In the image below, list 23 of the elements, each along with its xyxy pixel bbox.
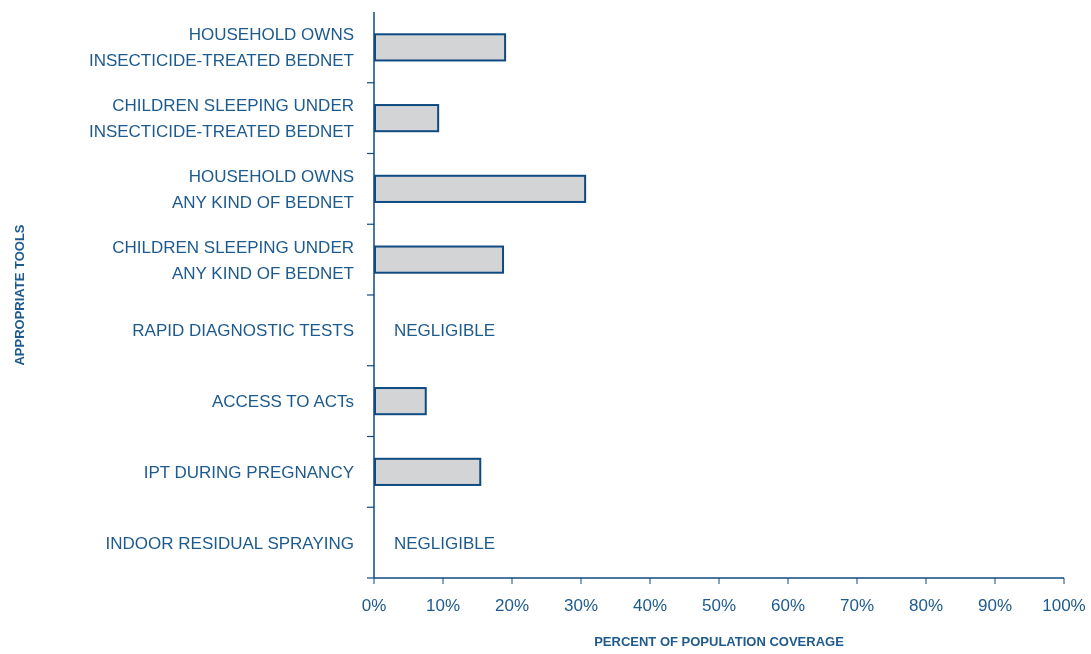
y-tick-label: HOUSEHOLD OWNS INSECTICIDE-TREATED BEDNET <box>88 25 354 71</box>
x-tick-label: 50% <box>701 596 737 615</box>
y-tick-label: IPT DURING PREGNANCY <box>143 462 354 482</box>
y-axis-title: APPROPRIATE TOOLS <box>12 224 27 366</box>
x-tick-label: 60% <box>770 596 806 615</box>
x-tick-label: 10% <box>425 596 461 615</box>
y-tick-label: CHILDREN SLEEPING UNDER INSECTICIDE-TREATED BEDNET <box>88 96 354 142</box>
x-tick-label: 20% <box>494 596 530 615</box>
x-tick-label: 40% <box>632 596 668 615</box>
y-tick-label: ACCESS TO ACTs <box>211 392 354 412</box>
x-tick-label: 80% <box>908 596 944 615</box>
x-axis-title: PERCENT OF POPULATION COVERAGE <box>594 634 845 649</box>
x-tick-label: 70% <box>839 596 875 615</box>
text: NEGLIGIBLE <box>394 533 496 553</box>
y-tick-label: RAPID DIAGNOSTIC TESTS <box>132 321 354 341</box>
y-tick-label: INDOOR RESIDUAL SPRAYING <box>105 533 354 553</box>
x-tick-label: 30% <box>563 596 599 615</box>
y-tick-label: HOUSEHOLD OWNS ANY KIND OF BEDNET <box>172 166 354 212</box>
text: NEGLIGIBLE <box>394 321 496 341</box>
x-tick-label: 90% <box>977 596 1013 615</box>
y-tick-label: CHILDREN SLEEPING UNDER ANY KIND OF BEDNET <box>112 237 354 283</box>
x-tick-label: 100% <box>1042 596 1086 615</box>
x-tick-label: 0% <box>361 596 387 615</box>
